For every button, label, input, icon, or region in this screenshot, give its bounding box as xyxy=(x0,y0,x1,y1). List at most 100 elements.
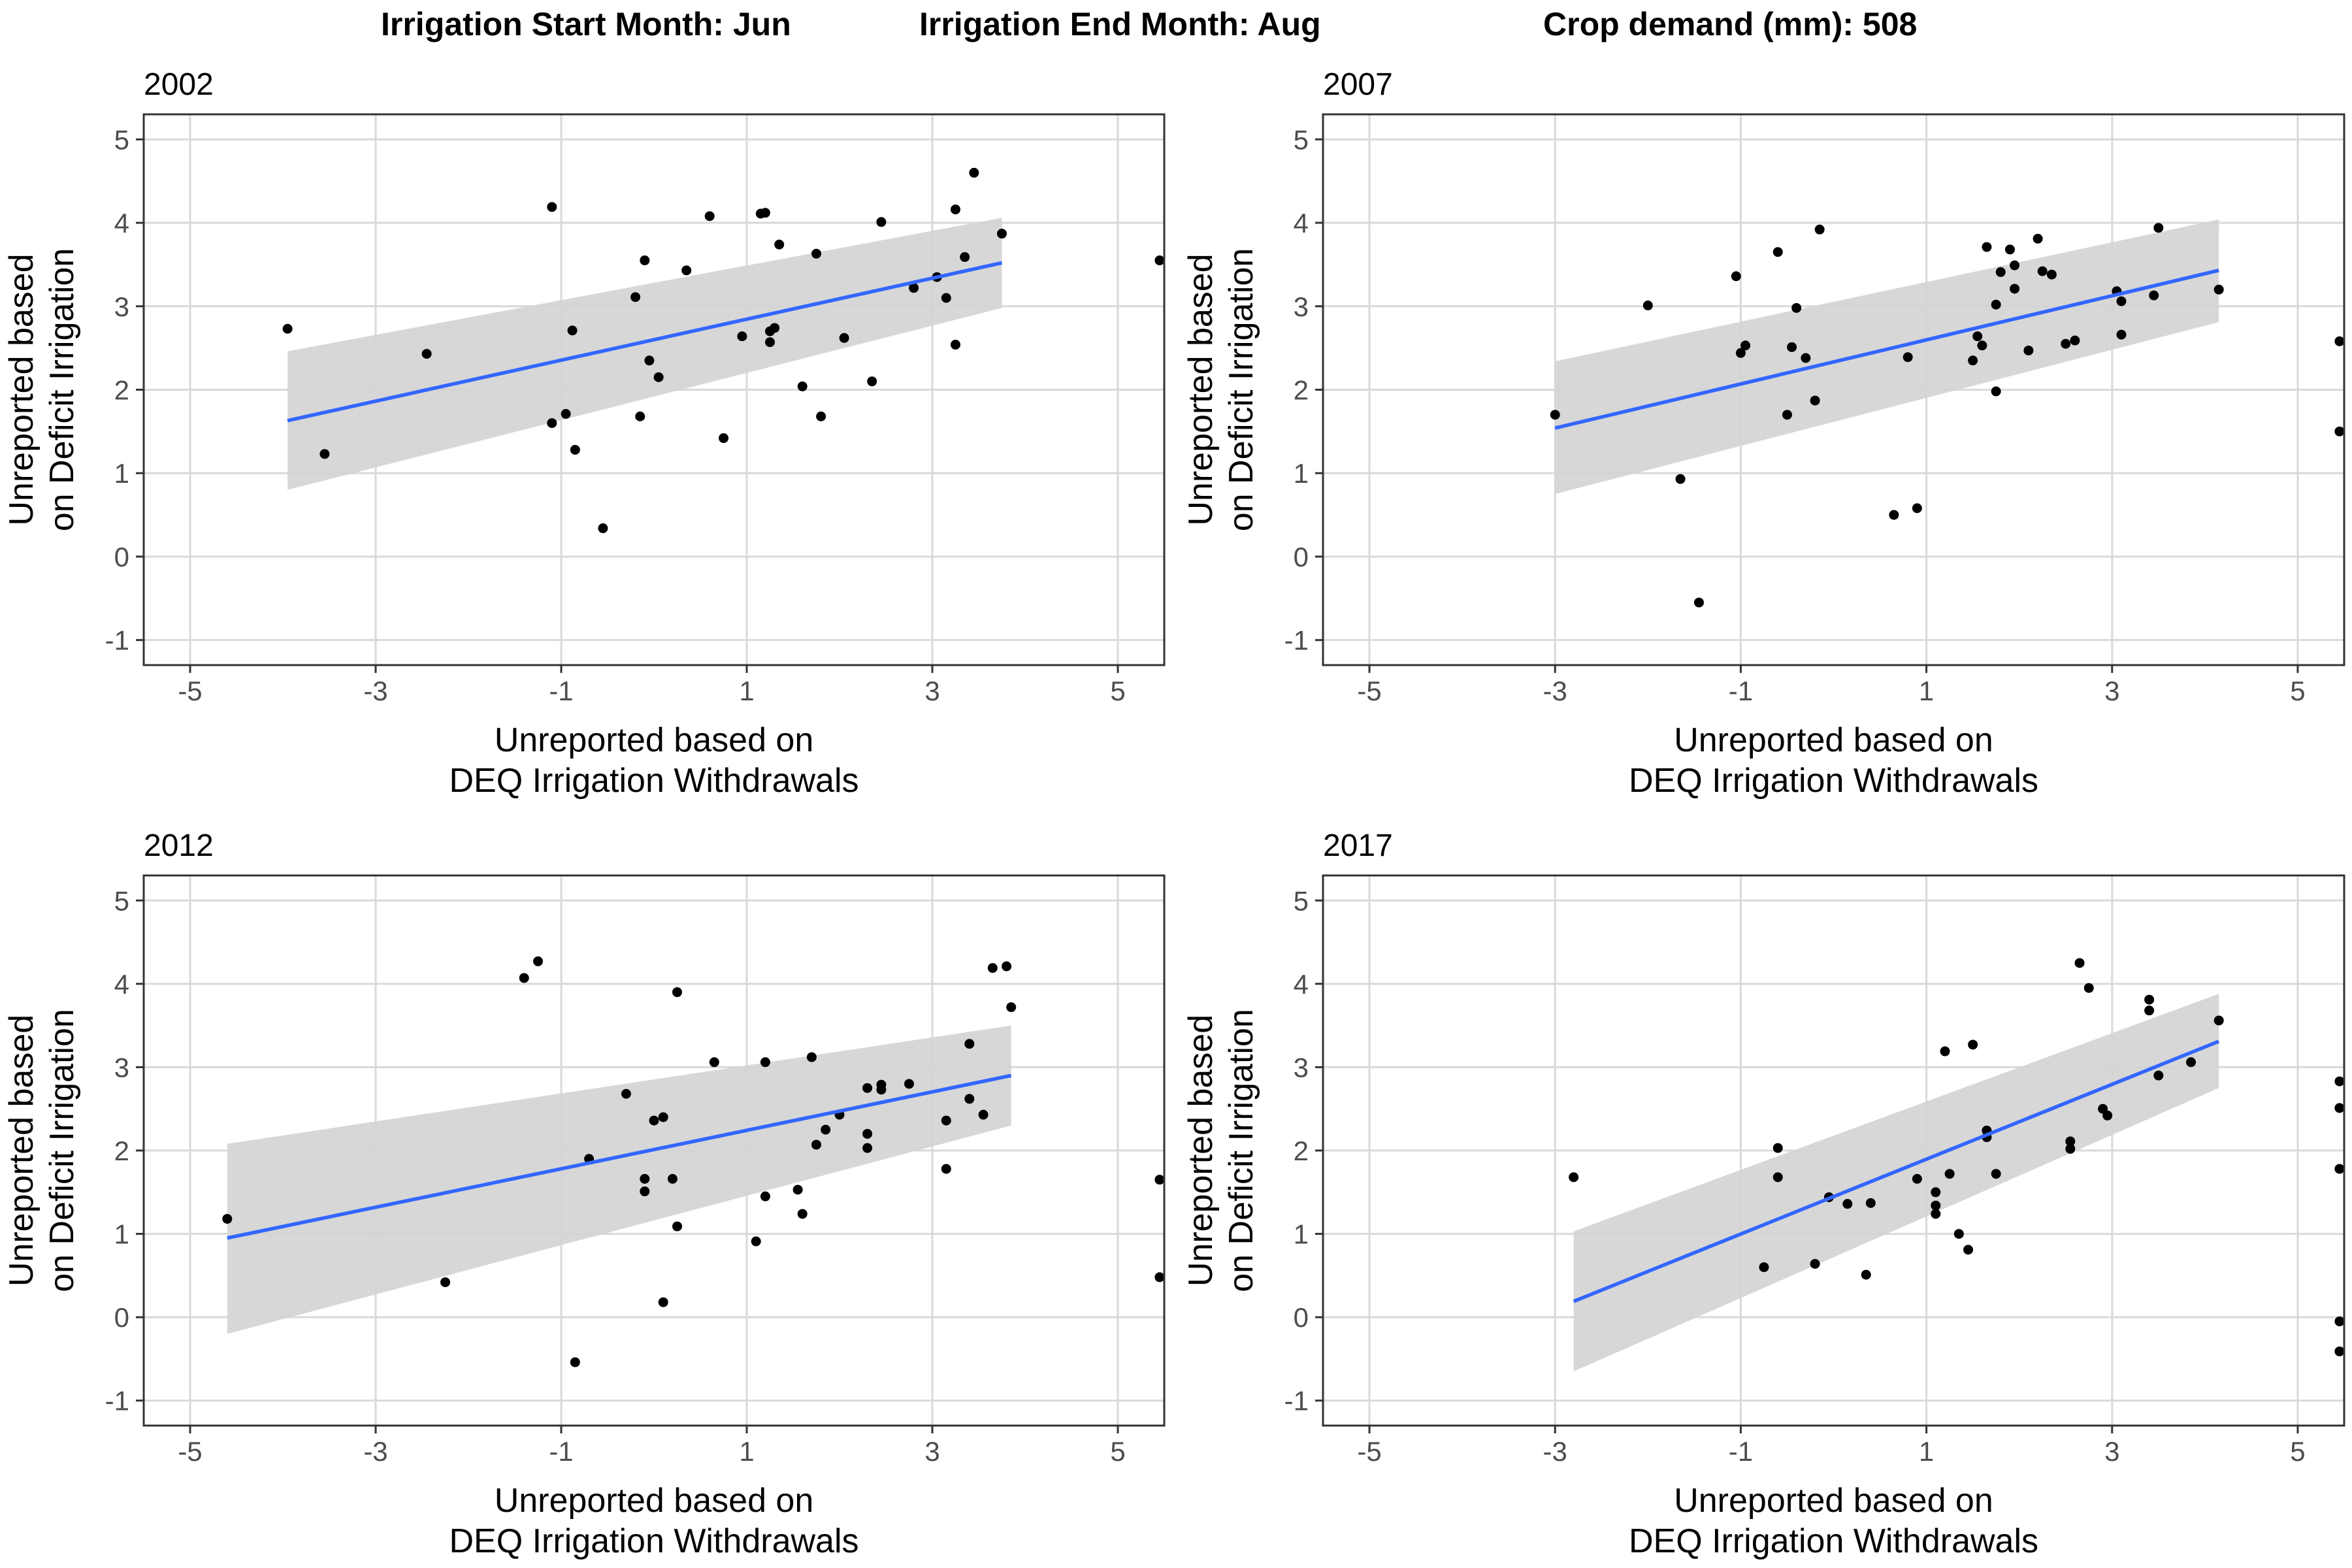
data-point xyxy=(1759,1262,1769,1273)
data-point xyxy=(811,1139,821,1150)
data-point xyxy=(2116,296,2127,306)
data-point xyxy=(653,372,664,382)
irrigation-end-label: Irrigation End Month: Aug xyxy=(919,6,1321,42)
x-tick-label: -1 xyxy=(1729,676,1753,706)
data-point xyxy=(2334,1103,2344,1113)
data-point xyxy=(760,1057,770,1068)
data-point xyxy=(904,1079,914,1089)
y-tick-label: 0 xyxy=(114,1302,129,1333)
y-axis-label: Unreported based xyxy=(1182,1015,1220,1286)
data-point xyxy=(987,963,998,973)
data-point xyxy=(1006,1002,1017,1013)
data-point xyxy=(2144,1005,2155,1016)
data-point xyxy=(681,265,692,276)
data-point xyxy=(635,411,645,421)
data-point xyxy=(867,376,877,387)
y-axis-label: Unreported based xyxy=(1182,253,1220,525)
data-point xyxy=(1154,1272,1164,1282)
data-point xyxy=(1801,353,1811,363)
data-point xyxy=(969,167,979,178)
data-point xyxy=(1642,300,1653,310)
y-tick-label: 0 xyxy=(1294,1302,1309,1333)
data-point xyxy=(1842,1199,1853,1209)
data-point xyxy=(839,333,849,343)
data-point xyxy=(760,208,770,218)
data-point xyxy=(1940,1046,1950,1056)
panel-plot-area xyxy=(222,956,1164,1367)
data-point xyxy=(672,987,682,998)
y-tick-label: 1 xyxy=(114,458,129,489)
data-point xyxy=(774,239,785,250)
data-point xyxy=(2334,336,2344,346)
y-tick-label: 5 xyxy=(114,124,129,155)
x-axis-label: DEQ Irrigation Withdrawals xyxy=(449,1522,858,1560)
x-tick-label: 5 xyxy=(2290,1436,2305,1467)
data-point xyxy=(2023,345,2034,355)
y-tick-label: -1 xyxy=(105,625,129,656)
data-point xyxy=(719,433,728,444)
data-point xyxy=(1977,340,1987,351)
data-point xyxy=(1154,255,1164,266)
data-point xyxy=(282,323,293,334)
panel-2017: -5 -3 -1 1 3 5 -1 0 1 2 3 4 5 2017 Unreported based on… xyxy=(1182,828,2345,1560)
x-tick-label: -3 xyxy=(1543,1436,1567,1467)
x-axis-label: Unreported based on xyxy=(495,1482,814,1520)
data-point xyxy=(2213,284,2224,295)
data-point xyxy=(1912,503,1922,514)
data-point xyxy=(964,1039,975,1049)
panel-title: 2002 xyxy=(144,67,214,102)
y-tick-label: 4 xyxy=(114,208,129,238)
y-tick-label: 1 xyxy=(1294,458,1309,489)
data-point xyxy=(1731,271,1741,282)
data-point xyxy=(997,229,1007,239)
data-point xyxy=(644,355,655,366)
y-tick-label: 5 xyxy=(114,885,129,916)
data-point xyxy=(1772,247,1783,257)
irrigation-start-label: Irrigation Start Month: Jun xyxy=(381,6,791,42)
x-tick-label: 1 xyxy=(1919,676,1934,706)
data-point xyxy=(751,1236,761,1247)
data-point xyxy=(2334,1316,2344,1327)
data-point xyxy=(1963,1245,1974,1255)
data-point xyxy=(1968,355,1978,366)
panel-title: 2017 xyxy=(1323,828,1393,863)
data-point xyxy=(570,444,580,455)
data-point xyxy=(533,956,543,966)
y-tick-label: 4 xyxy=(114,969,129,1000)
data-point xyxy=(567,325,578,336)
data-point xyxy=(770,323,780,333)
data-point xyxy=(640,1186,650,1197)
data-point xyxy=(1931,1209,1941,1219)
data-point xyxy=(760,1191,770,1201)
data-point xyxy=(1550,410,1560,420)
data-point xyxy=(598,523,608,534)
data-point xyxy=(1991,299,2001,310)
y-tick-label: 3 xyxy=(1294,291,1309,322)
data-point xyxy=(1675,474,1686,484)
data-point xyxy=(519,973,529,983)
data-point xyxy=(672,1221,682,1232)
y-tick-label: 5 xyxy=(1294,124,1309,155)
x-tick-label: -5 xyxy=(178,1436,202,1467)
panel-title: 2012 xyxy=(144,828,214,863)
fit-line xyxy=(287,261,1003,423)
data-point xyxy=(964,1094,975,1104)
x-tick-label: -1 xyxy=(1729,1436,1753,1467)
x-tick-label: -3 xyxy=(1543,676,1567,706)
data-point xyxy=(1569,1172,1579,1183)
data-point xyxy=(1735,348,1746,358)
data-point xyxy=(2186,1057,2197,1068)
data-point xyxy=(547,202,557,212)
data-point xyxy=(2144,994,2155,1005)
data-point xyxy=(2116,329,2127,340)
y-tick-label: 1 xyxy=(1294,1219,1309,1250)
data-point xyxy=(816,411,826,421)
y-tick-label: 4 xyxy=(1294,208,1309,238)
data-point xyxy=(2102,1110,2113,1120)
data-point xyxy=(440,1277,450,1288)
data-point xyxy=(797,1209,808,1219)
data-point xyxy=(1931,1187,1941,1198)
y-tick-label: 4 xyxy=(1294,969,1309,1000)
y-axis-label: on Deficit Irrigation xyxy=(1222,1009,1260,1292)
